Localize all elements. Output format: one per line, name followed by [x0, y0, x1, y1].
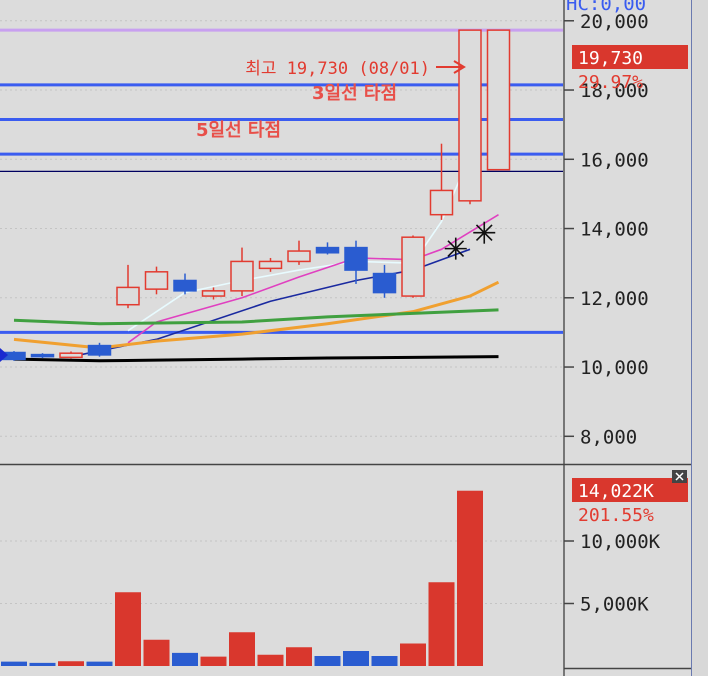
candle-11[interactable]	[315, 242, 340, 255]
candle-16[interactable]	[458, 29, 482, 205]
volume-bar-11[interactable]	[314, 656, 341, 666]
candle-13[interactable]	[372, 264, 397, 298]
asterisk-marker-0	[444, 237, 467, 260]
candle-body	[116, 286, 140, 306]
price-tick-label-6: 8,000	[580, 426, 637, 448]
candle-body	[287, 250, 311, 263]
price-tick-label-5: 10,000	[580, 357, 649, 379]
current-price-label: 19,730	[578, 48, 643, 69]
candle-3[interactable]	[87, 342, 112, 357]
candle-body	[59, 352, 83, 359]
annotations: 최고 19,730 (08/01) 3일선 타점 5일선 타점	[196, 59, 466, 141]
moving-average-ma120	[13, 355, 499, 363]
candle-15[interactable]	[429, 143, 454, 220]
volume-bar-9[interactable]	[257, 654, 284, 666]
header-partial-label: HC:0,00	[566, 0, 646, 15]
candle-5[interactable]	[144, 266, 169, 295]
price-tick-label-0: 20,000	[580, 11, 649, 33]
volume-bars	[1, 490, 483, 667]
price-change-label: 29.97%	[578, 72, 643, 93]
candle-14[interactable]	[401, 235, 425, 298]
annotation-5day: 5일선 타점	[196, 120, 281, 141]
volume-tick-label-0: 10,000K	[580, 531, 661, 553]
volume-bar-1[interactable]	[29, 662, 56, 666]
moving-average-ma60	[13, 308, 499, 326]
candle-6[interactable]	[173, 273, 197, 295]
price-tick-label-1: 18,000	[580, 80, 649, 102]
candle-body	[344, 246, 368, 271]
candle-body	[372, 272, 397, 294]
annotation-3day: 3일선 타점	[312, 83, 397, 104]
current-volume-badge	[572, 478, 688, 502]
volume-bar-7[interactable]	[200, 656, 227, 666]
volume-bar-12[interactable]	[343, 651, 369, 666]
price-tick-label-4: 12,000	[580, 288, 649, 310]
price-axis-ticks: 20,000 18,000 16,000 14,000 12,000 10,000 8,00…	[564, 11, 649, 448]
volume-bar-0[interactable]	[1, 661, 27, 666]
candle-body	[87, 344, 112, 356]
candle-1[interactable]	[30, 353, 55, 359]
volume-tick-label-1: 5,000K	[580, 594, 649, 616]
price-tick-label-2: 16,000	[580, 149, 649, 171]
candle-2[interactable]	[59, 351, 83, 359]
volume-bar-3[interactable]	[86, 661, 113, 666]
candles	[2, 29, 511, 361]
candle-8[interactable]	[230, 247, 254, 297]
high-annotation: 최고 19,730 (08/01)	[245, 59, 430, 79]
current-price-badge	[572, 45, 688, 69]
candle-body	[458, 29, 482, 202]
volume-bar-10[interactable]	[286, 647, 312, 666]
volume-axis-ticks: 10,000K 5,000K	[564, 531, 661, 616]
volume-bar-15[interactable]	[428, 582, 455, 666]
current-volume-label: 14,022K	[578, 481, 654, 502]
candle-body	[230, 260, 254, 292]
markers	[444, 221, 496, 260]
right-scrollbar[interactable]	[691, 0, 708, 676]
candle-body	[401, 236, 425, 297]
candle-body	[144, 271, 169, 290]
candle-body	[486, 29, 511, 171]
candle-17[interactable]	[486, 29, 511, 171]
candle-body	[429, 189, 454, 216]
moving-average-ma5	[127, 214, 499, 344]
price-axis	[563, 0, 691, 464]
volume-bar-4[interactable]	[115, 592, 141, 666]
candle-10[interactable]	[287, 240, 311, 265]
high-annotation-arrow	[436, 60, 466, 74]
candle-body	[30, 353, 55, 358]
candle-12[interactable]	[344, 240, 368, 284]
volume-bar-2[interactable]	[58, 661, 84, 666]
close-icon[interactable]	[672, 470, 687, 483]
volume-bar-14[interactable]	[400, 643, 426, 667]
price-tick-label-3: 14,000	[580, 219, 649, 241]
candle-body	[201, 290, 226, 297]
candle-body	[173, 279, 197, 292]
volume-bar-5[interactable]	[143, 639, 170, 666]
volume-bar-6[interactable]	[172, 652, 198, 666]
candle-body	[315, 246, 340, 254]
asterisk-marker-1	[473, 221, 496, 244]
candle-4[interactable]	[116, 264, 140, 309]
volume-bar-16[interactable]	[457, 490, 483, 666]
left-edge-arrow-icon	[0, 348, 8, 362]
volume-bar-8[interactable]	[229, 632, 255, 666]
volume-bar-13[interactable]	[371, 656, 398, 666]
volume-change-label: 201.55%	[578, 505, 654, 526]
candle-7[interactable]	[201, 287, 226, 300]
candle-body	[258, 260, 283, 270]
candle-9[interactable]	[258, 257, 283, 272]
